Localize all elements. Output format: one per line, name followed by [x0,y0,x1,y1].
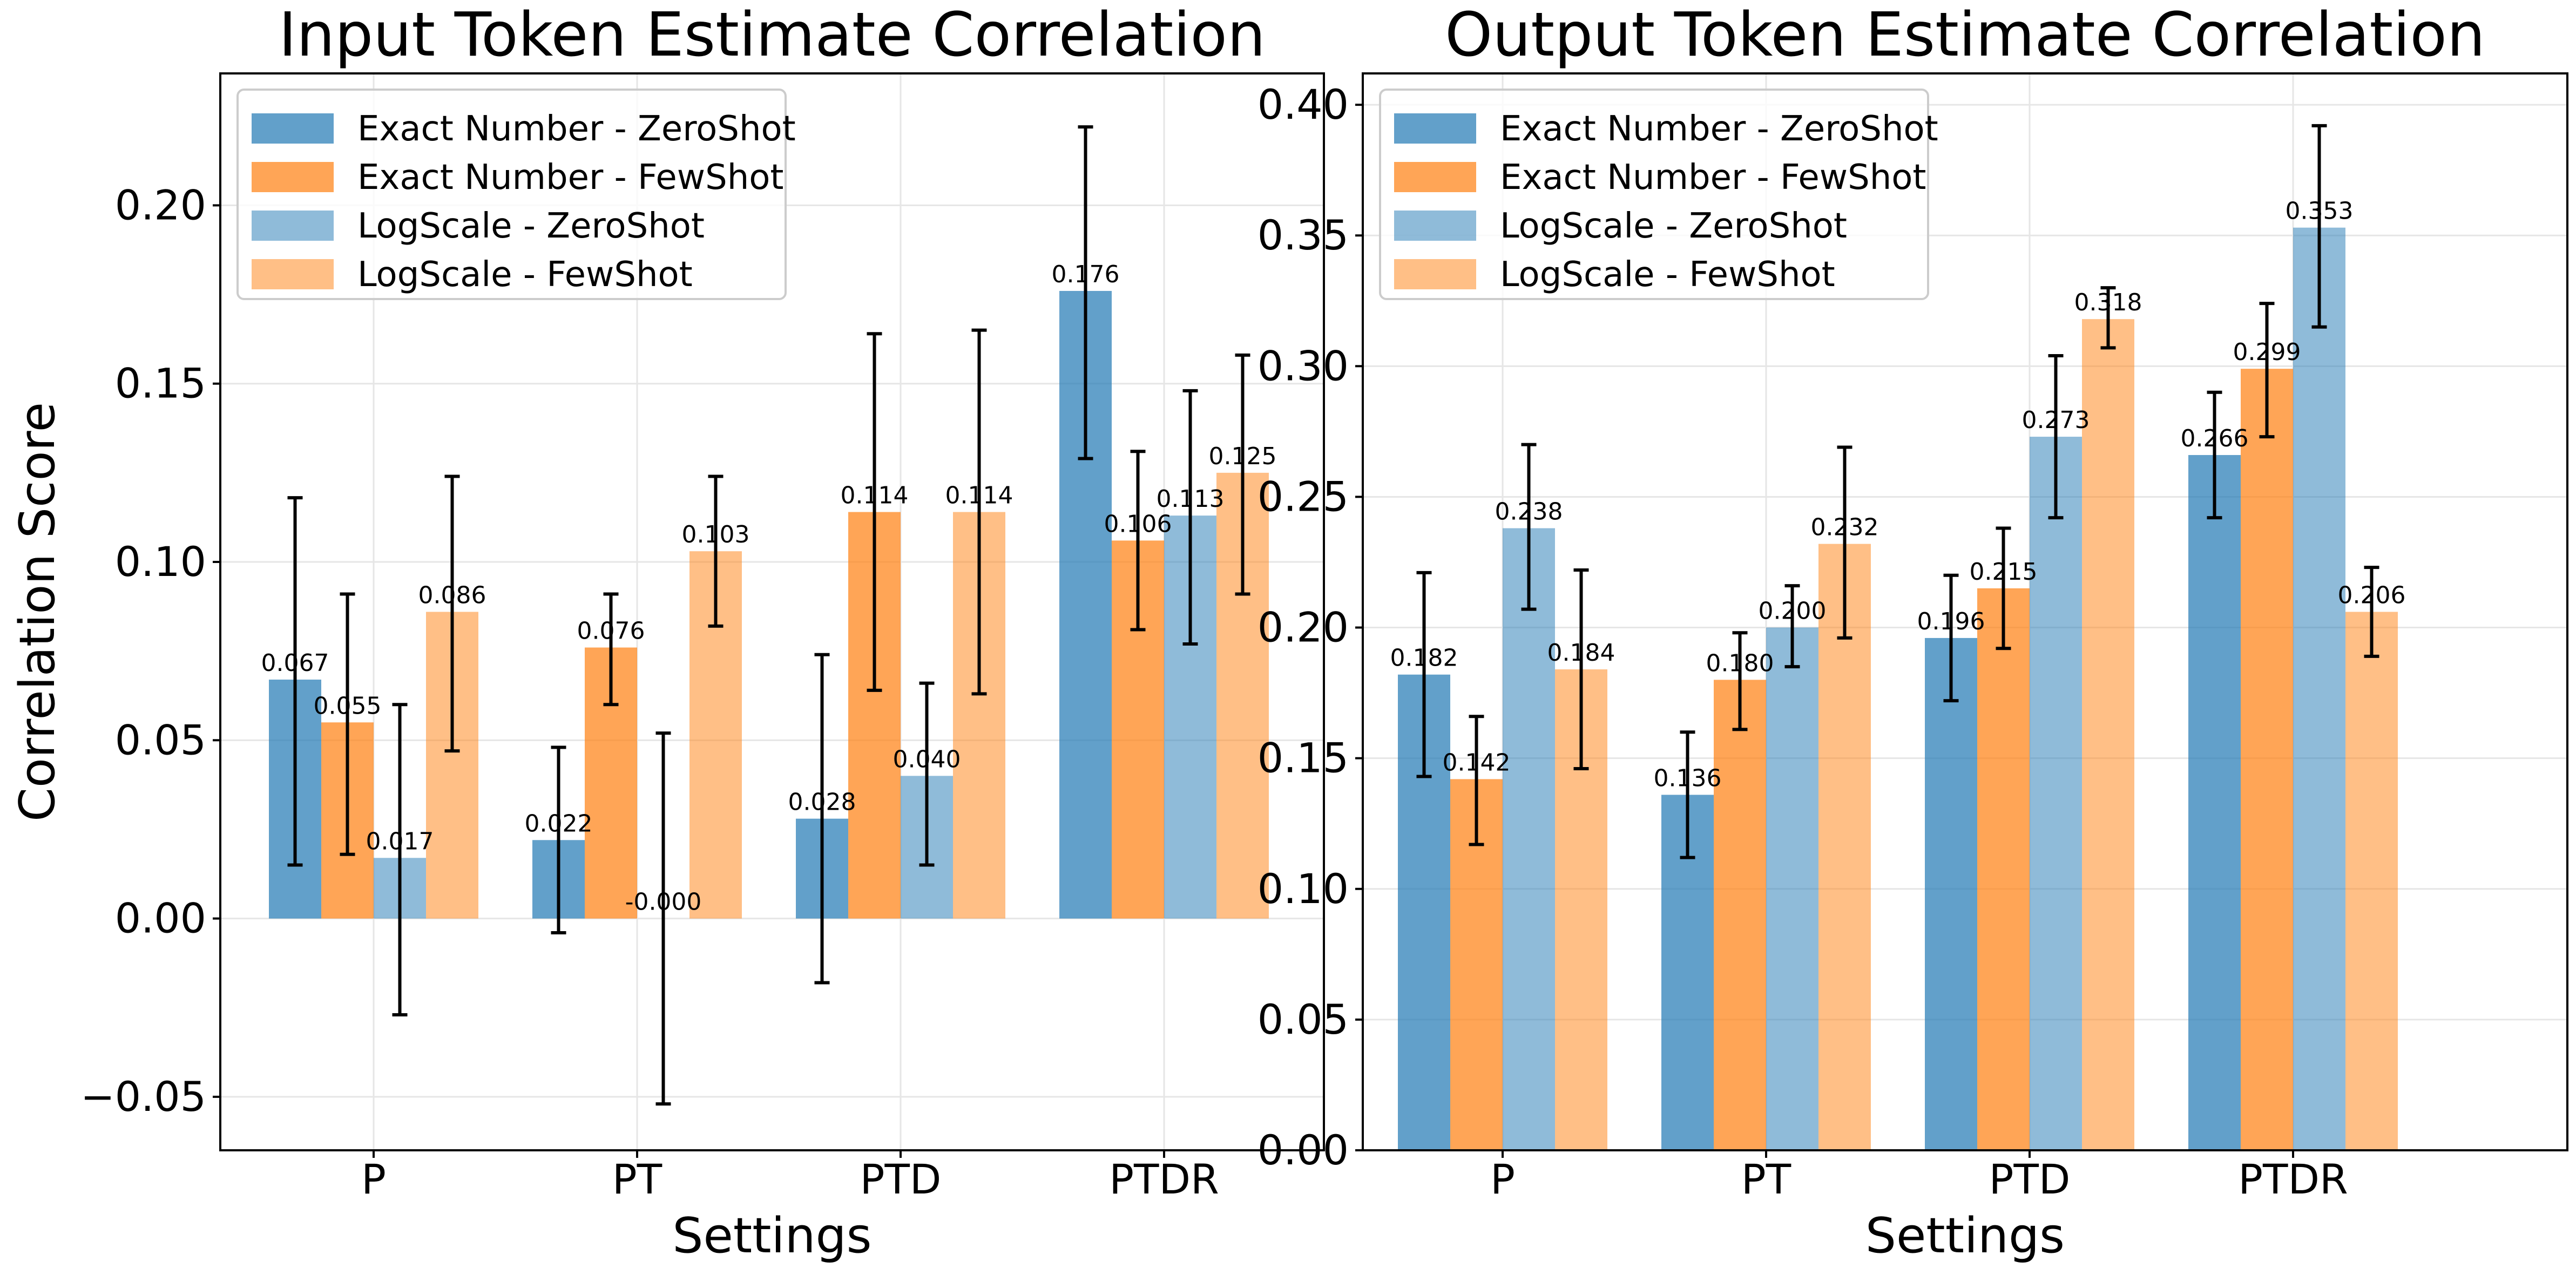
bar-value-label: 0.238 [1495,498,1563,526]
bar-value-label: 0.184 [1547,639,1615,667]
y-tick-label: 0.15 [115,359,206,408]
x-axis-label: Settings [672,1208,871,1264]
bar [1925,637,1977,1150]
plot-frame [1362,72,2568,1151]
y-tick-label: 0.10 [115,538,206,586]
y-tick-label: 0.20 [1257,603,1349,652]
x-tick-label: P [361,1155,386,1203]
legend-label: LogScale - FewShot [1500,255,1835,295]
legend-label: LogScale - FewShot [357,255,693,295]
bar-value-label: 0.055 [314,692,382,720]
y-tick-label: 0.10 [1257,865,1349,913]
y-tick-label: −0.05 [80,1073,206,1121]
bar-value-label: 0.076 [577,618,645,645]
bar [2030,437,2082,1151]
bar-value-label: 0.067 [261,649,329,677]
y-tick-label: 0.00 [115,894,206,942]
legend-label: LogScale - ZeroShot [357,206,705,246]
bar-value-label: 0.299 [2233,338,2301,366]
bar [2345,612,2398,1150]
bar-value-label: 0.040 [893,745,961,773]
bar-value-label: 0.273 [2022,406,2090,434]
bar-value-label: 0.176 [1052,261,1120,288]
x-axis-label: Settings [1865,1208,2065,1264]
bar [1714,680,1766,1150]
bar [1818,544,1871,1150]
bar-value-label: 0.318 [2074,289,2142,316]
y-tick-label: 0.40 [1257,80,1349,128]
legend-label: Exact Number - FewShot [357,158,784,198]
legend-swatch [252,211,334,241]
y-tick-label: 0.35 [1257,211,1349,259]
chart-title: Output Token Estimate Correlation [1445,0,2485,70]
bar [2082,319,2134,1150]
bar-value-label: 0.206 [2338,582,2406,609]
bar-value-label: 0.125 [1209,443,1277,470]
y-tick-label: 0.05 [1257,995,1349,1043]
legend: Exact Number - ZeroShot Exact Number - Fe… [236,89,796,300]
chart-title: Input Token Estimate Correlation [279,0,1266,70]
bar-value-label: 0.022 [525,810,593,837]
bar [1766,627,1818,1150]
bar-value-label: 0.180 [1706,649,1774,677]
legend-label: Exact Number - ZeroShot [357,109,796,149]
bar-value-label: 0.017 [366,827,434,855]
legend: Exact Number - ZeroShot Exact Number - Fe… [1379,89,1938,300]
bar-value-label: 0.142 [1443,749,1511,776]
bar-value-label: -0.000 [625,888,702,916]
bar-value-label: 0.353 [2286,198,2354,225]
x-tick-label: PTD [860,1155,942,1203]
chart-panel-2: 0.182 0.136 0.196 0.266 0.142 0.180 0.215 0.299… [1257,0,2568,1264]
y-tick-label: 0.15 [1257,734,1349,782]
bar-value-label: 0.266 [2181,425,2249,452]
y-tick-label: 0.30 [1257,342,1349,390]
x-tick-label: P [1490,1155,1515,1203]
y-tick-label: 0.00 [1257,1126,1349,1174]
bar-value-label: 0.103 [682,521,750,548]
legend-swatch [1394,259,1476,289]
x-tick-label: PT [1741,1155,1791,1203]
legend-swatch [252,162,334,192]
bar [1503,528,1555,1150]
legend-box [1379,89,1929,300]
bar-value-label: 0.136 [1654,764,1722,792]
chart-panel-1: 0.067 0.022 0.028 0.176 0.055 0.076 0.114 0.106… [9,0,1325,1264]
bar-value-label: 0.232 [1811,514,1879,541]
bar-value-label: 0.114 [945,482,1013,510]
legend-box [236,89,787,300]
x-tick-label: PTDR [2238,1155,2348,1203]
y-axis-label: Correlation Score [9,402,66,822]
legend-swatch [1394,211,1476,241]
x-tick-label: PTD [1989,1155,2071,1203]
x-tick-label: PT [612,1155,662,1203]
bar [2241,369,2293,1150]
x-tick-label: PTDR [1109,1155,1219,1203]
y-tick-label: 0.05 [115,716,206,764]
legend-label: LogScale - ZeroShot [1500,206,1847,246]
y-tick-label: 0.20 [115,181,206,229]
bar-value-label: 0.196 [1917,608,1985,635]
legend-label: Exact Number - FewShot [1500,158,1926,198]
bar [2188,455,2241,1150]
bar-value-label: 0.028 [788,789,856,816]
legend-swatch [252,113,334,144]
bar [1977,588,2030,1150]
y-tick-label: 0.25 [1257,472,1349,520]
legend-swatch [1394,162,1476,192]
legend-swatch [1394,113,1476,144]
bar-value-label: 0.106 [1104,510,1172,538]
bar-value-label: 0.200 [1759,598,1827,625]
plot-frame [219,72,1325,1151]
bar-value-label: 0.113 [1157,485,1225,513]
bar [2293,227,2345,1150]
legend-label: Exact Number - ZeroShot [1500,109,1938,149]
legend-swatch [252,259,334,289]
bar-value-label: 0.086 [418,582,486,609]
bar-value-label: 0.182 [1390,645,1458,672]
bar-value-label: 0.215 [1970,558,2038,586]
bar-value-label: 0.114 [841,482,909,510]
